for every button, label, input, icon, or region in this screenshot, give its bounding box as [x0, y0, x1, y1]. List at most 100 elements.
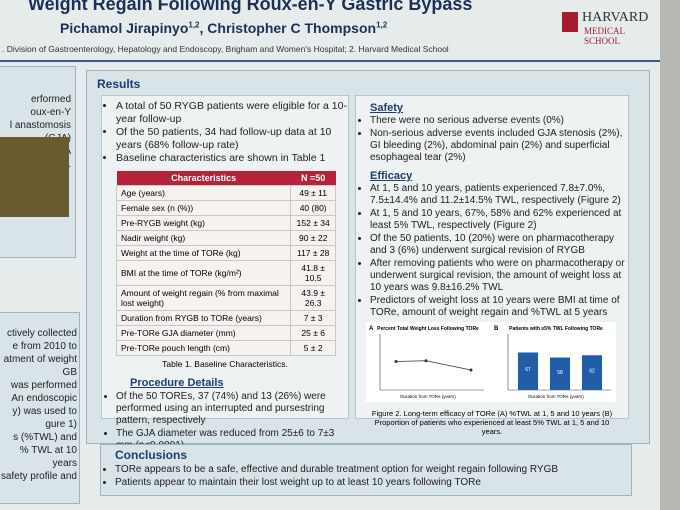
- cell: Pre-TORe pouch length (cm): [115, 339, 292, 356]
- figure-caption: Figure 2. Long-term efficacy of TORe (A)…: [371, 409, 613, 436]
- sup: 1,2: [376, 20, 388, 30]
- table-header: Characteristics N =50: [116, 170, 336, 185]
- fragment: s (%TWL) and: [13, 432, 77, 443]
- bullet: At 1, 5 and 10 years, 67%, 58% and 62% e…: [370, 208, 628, 232]
- results-left: A total of 50 RYGB patients were eligibl…: [101, 95, 349, 451]
- cell: 41.8 ± 10.5: [290, 259, 336, 286]
- table-row: Female sex (n (%)) 40 (80): [115, 199, 336, 216]
- cell: Weight at the time of TORe (kg): [115, 244, 292, 261]
- panel-letter: A: [369, 326, 374, 332]
- fragment: ctively collected: [6, 328, 77, 339]
- bullet: After removing patients who were on phar…: [370, 258, 628, 294]
- table-row: Pre-TORe pouch length (cm) 5 ± 2: [115, 339, 336, 356]
- cell: 49 ± 11: [290, 184, 336, 201]
- author: , Christopher C Thompson: [199, 20, 377, 36]
- bullet: Predictors of weight loss at 10 years we…: [370, 295, 628, 319]
- heading: Efficacy: [370, 170, 413, 182]
- poster: Weight Regain Following Roux-en-Y Gastri…: [0, 0, 660, 510]
- fragment: gure 1): [45, 419, 77, 430]
- bar: [550, 357, 570, 390]
- cell: Pre-RYGB weight (kg): [115, 214, 292, 231]
- table-row: Amount of weight regain (% from maximal …: [115, 284, 336, 311]
- fragment: % TWL at 10 years: [19, 445, 77, 469]
- heading: Results: [97, 77, 141, 91]
- cell: 25 ± 6: [290, 324, 336, 341]
- table-caption: Table 1. Baseline Characteristics.: [162, 358, 288, 369]
- bar: [518, 352, 538, 390]
- bullet: TORe appears to be a safe, effective and…: [115, 464, 631, 476]
- fragment: GB: [62, 367, 77, 378]
- panel-title: Percent Total Weight Loss Following TORe: [377, 326, 479, 332]
- cell: 5 ± 2: [290, 339, 336, 356]
- cell: BMI at the time of TORe (kg/m²): [115, 259, 292, 286]
- table-row: Pre-RYGB weight (kg) 152 ± 34: [115, 214, 336, 231]
- cell: 40 (80): [290, 199, 336, 216]
- heading: Conclusions: [115, 448, 188, 462]
- cell: Female sex (n (%)): [115, 199, 292, 216]
- left-box: ctively collected e from 2010 to atment of…: [0, 312, 80, 504]
- table-row: Weight at the time of TORe (kg) 117 ± 28: [115, 244, 336, 261]
- bullet: Baseline characteristics are shown in Ta…: [116, 152, 348, 165]
- bullet: Patients appear to maintain their lost w…: [115, 477, 631, 489]
- bullet: There were no serious adverse events (0%…: [370, 115, 628, 127]
- heading: Safety: [370, 102, 404, 114]
- axis-label: Duration from TORe (years): [400, 394, 456, 399]
- fragment: erformed: [30, 94, 71, 105]
- conclusions-panel: Conclusions TORe appears to be a safe, e…: [100, 444, 632, 496]
- cell: 90 ± 22: [290, 229, 336, 246]
- author: Pichamol Jirapinyo: [60, 20, 189, 36]
- axis-label: Duration from TORe (years): [528, 394, 584, 399]
- table-row: Pre-TORe GJA diameter (mm) 25 ± 6: [115, 324, 336, 341]
- fragment: y) was used to: [12, 406, 77, 417]
- fragment: atment of weight: [3, 354, 77, 365]
- results-right: Safety There were no serious adverse eve…: [355, 95, 629, 436]
- results-panel: Results A total of 50 RYGB patients were…: [86, 70, 650, 451]
- fragment: safety profile and: [0, 471, 77, 482]
- fragment: e from 2010 to: [12, 341, 77, 352]
- cell: Pre-TORe GJA diameter (mm): [115, 324, 292, 341]
- bar: [582, 355, 602, 390]
- table-wrap: Characteristics N =50 Age (years) 49 ± 11 Fe…: [115, 170, 348, 356]
- logo-shield: [562, 12, 578, 32]
- cell: Duration from RYGB to TORe (years): [115, 309, 292, 326]
- logo: HARVARD: [582, 10, 649, 25]
- table-row: Nadir weight (kg) 90 ± 22: [115, 229, 336, 246]
- cell: 43.9 ± 26.3: [290, 284, 336, 311]
- title: Weight Regain Following Roux-en-Y Gastri…: [28, 0, 473, 14]
- point: [469, 368, 473, 372]
- cell: 117 ± 28: [290, 244, 336, 261]
- panel-title: Patients with ≥5% TWL Following TORe: [509, 326, 603, 332]
- cell: Amount of weight regain (% from maximal …: [115, 284, 292, 311]
- cell: 7 ± 3: [290, 309, 336, 326]
- point: [424, 359, 428, 363]
- table-row: BMI at the time of TORe (kg/m²) 41.8 ± 10…: [115, 259, 336, 286]
- authors: Pichamol Jirapinyo1,2, Christopher C Tho…: [60, 20, 387, 36]
- logo: MEDICAL SCHOOL: [584, 26, 625, 46]
- line: [395, 360, 472, 371]
- bullet: At 1, 5 and 10 years, patients experienc…: [370, 183, 628, 207]
- bullet: A total of 50 RYGB patients were eligibl…: [116, 100, 348, 125]
- cell: Age (years): [115, 184, 292, 201]
- cell: 152 ± 34: [290, 214, 336, 231]
- affiliations: . Division of Gastroenterology, Hepatolo…: [2, 44, 449, 54]
- table-row: Duration from RYGB to TORe (years) 7 ± 3: [115, 309, 336, 326]
- sup: 1,2: [188, 20, 200, 30]
- bullet: Of the 50 patients, 34 had follow-up dat…: [116, 126, 348, 151]
- bar-label: 67: [525, 367, 531, 373]
- heading: Procedure Details: [130, 376, 224, 389]
- table-row: Age (years) 49 ± 11: [115, 184, 336, 201]
- bullet: Of the 50 TOREs, 37 (74%) and 13 (26%) w…: [116, 391, 348, 427]
- fragment: oux-en-Y: [30, 107, 71, 118]
- panel-letter: B: [494, 326, 499, 332]
- header-cell: Characteristics: [116, 170, 291, 185]
- fragment: An endoscopic: [11, 393, 77, 404]
- header-cell: N =50: [290, 170, 336, 185]
- cell: Nadir weight (kg): [115, 229, 292, 246]
- rule: [0, 60, 660, 62]
- bar-label: 62: [589, 369, 595, 375]
- bar-label: 58: [557, 370, 563, 376]
- point: [394, 360, 398, 363]
- bullet: Non-serious adverse events included GJA …: [370, 128, 628, 164]
